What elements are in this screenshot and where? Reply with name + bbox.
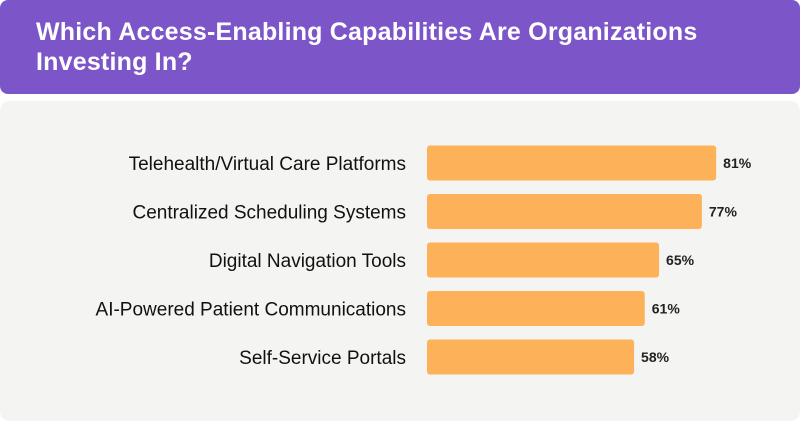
value-label: 58% [641,349,670,365]
chart-title: Which Access-Enabling Capabilities Are O… [36,18,698,76]
bar [427,242,660,278]
value-label: 81% [723,155,752,171]
category-label: AI-Powered Patient Communications [96,300,406,321]
value-label: 61% [652,301,681,317]
category-label: Centralized Scheduling Systems [132,203,406,224]
category-label: Self-Service Portals [239,348,406,369]
value-label: 77% [709,204,738,220]
category-label: Digital Navigation Tools [209,251,406,272]
bar [427,291,645,326]
value-label: 65% [666,252,695,268]
header-banner: Which Access-Enabling Capabilities Are O… [0,0,800,94]
category-label: Telehealth/Virtual Care Platforms [129,154,406,175]
bar [427,194,702,229]
bar [427,339,635,375]
bar [427,145,717,181]
